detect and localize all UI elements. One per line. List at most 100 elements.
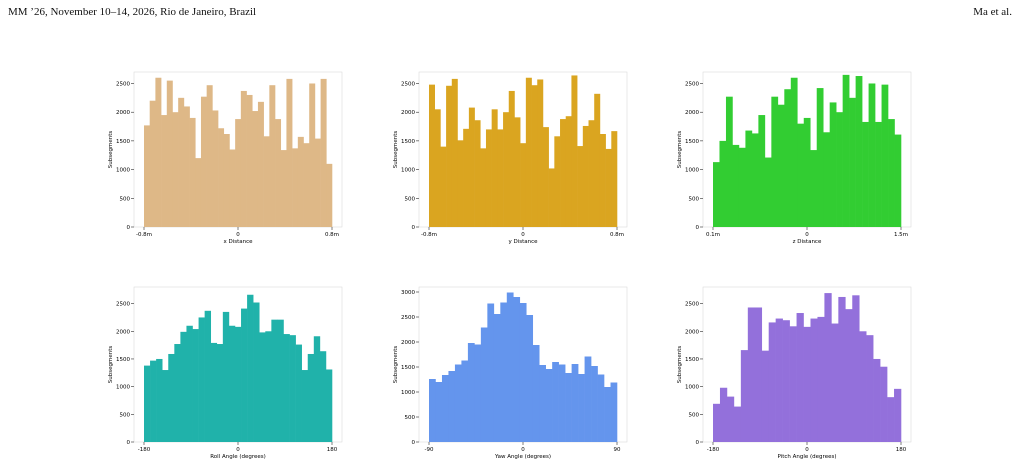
histogram-bar [584, 356, 592, 442]
histogram-bar [467, 343, 475, 442]
histogram-bar [307, 353, 315, 442]
y-tick-label: 1000 [685, 385, 699, 391]
x-tick-label: 180 [896, 447, 907, 453]
histogram-bar [506, 292, 514, 442]
histogram-bar [838, 296, 846, 442]
histogram-bar [289, 335, 296, 442]
histogram-bar [257, 101, 264, 227]
histogram-bar [144, 365, 151, 442]
histogram-bar [440, 146, 447, 227]
histogram-bar [751, 133, 759, 227]
y-tick-label: 1000 [116, 385, 130, 391]
histogram-bar [218, 128, 225, 227]
histogram-bar [259, 332, 266, 442]
histogram-bar [852, 295, 860, 442]
histogram-bar [297, 136, 304, 227]
histogram-bar [497, 129, 504, 227]
histogram-pitch-angle: 0 500 1000 1500 2000 2500 -180 0 180 Pitch Angle … [677, 286, 912, 460]
histogram-x-distance: 0 500 1000 1500 2000 2500 -0.8m 0 0.8m x Distance… [108, 71, 343, 245]
histogram-bar [873, 358, 881, 442]
histogram-bar [803, 326, 811, 442]
histogram-bar [454, 364, 462, 442]
y-tick-label: 1500 [685, 357, 699, 363]
histogram-bar [200, 96, 207, 227]
histogram-bar [292, 148, 299, 227]
y-tick-label: 2500 [116, 302, 130, 308]
histogram-bar [325, 369, 333, 442]
histogram-bar [526, 315, 534, 442]
histogram-bar [319, 351, 327, 442]
histogram-bar [451, 78, 458, 227]
y-axis-label: Subsegments [108, 131, 114, 169]
histogram-bar [810, 150, 818, 227]
histogram-bar [468, 107, 475, 227]
y-tick-label: 2000 [685, 329, 699, 335]
histogram-bar [271, 319, 278, 442]
histogram-bar [320, 78, 327, 227]
x-tick-label: 0 [236, 232, 240, 238]
x-tick-label: 0 [236, 447, 240, 453]
histogram-bar [758, 115, 766, 227]
y-tick-label: 1000 [116, 168, 130, 174]
histogram-bar [599, 134, 606, 227]
histogram-bar [849, 97, 856, 227]
histogram-bar [582, 125, 589, 227]
histogram-bar [719, 140, 727, 227]
histogram-bar [457, 140, 464, 227]
histogram-bar [868, 83, 876, 228]
histogram-bar [591, 366, 598, 442]
y-tick-label: 2500 [401, 315, 415, 321]
y-tick-label: 1000 [685, 168, 699, 174]
x-tick-label: -0.8m [421, 232, 437, 238]
y-tick-label: 2500 [116, 81, 130, 87]
histogram-bar [588, 120, 595, 227]
y-tick-label: 1000 [401, 390, 415, 396]
histogram-bar [240, 90, 247, 227]
histogram-roll-angle: 0 500 1000 1500 2000 2500 -180 0 180 Roll Angle (… [108, 286, 343, 460]
histogram-bar [571, 75, 578, 227]
histogram-bar [150, 360, 157, 442]
histogram-bar [610, 382, 618, 442]
histogram-bar [552, 362, 559, 442]
histogram-bar [500, 302, 508, 442]
histogram-bar [597, 374, 605, 442]
histogram-bar [480, 327, 488, 442]
x-tick-label: 0.1m [706, 232, 720, 238]
histogram-bar [508, 90, 515, 227]
histogram-bar [295, 344, 302, 442]
histogram-bar [558, 364, 566, 442]
y-tick-label: 0 [412, 225, 416, 231]
y-tick-label: 2500 [685, 81, 699, 87]
histogram-bar [446, 85, 453, 228]
histogram-bar [578, 374, 585, 442]
histogram-bar [485, 129, 492, 227]
histogram-bar [525, 77, 532, 227]
histogram-bar [875, 121, 882, 227]
histogram-bar [855, 76, 863, 227]
histogram-bar [234, 326, 242, 442]
histogram-bar [252, 111, 259, 227]
y-tick-label: 0 [127, 225, 131, 231]
histogram-bar [725, 96, 733, 227]
histogram-bar [604, 387, 611, 442]
y-tick-label: 500 [120, 412, 131, 418]
histogram-bar [740, 350, 749, 442]
histogram-bar [733, 406, 742, 442]
histogram-bar [777, 104, 785, 227]
y-axis-label: Subsegments [677, 131, 683, 169]
histogram-bar [204, 310, 212, 442]
histogram-y-distance: 0 500 1000 1500 2000 2500 -0.8m 0 0.8m y Distance… [393, 71, 628, 245]
x-axis-label: x Distance [223, 239, 253, 245]
histogram-bar [161, 115, 168, 227]
histogram-bar [894, 134, 902, 227]
y-tick-label: 500 [405, 415, 416, 421]
histogram-bar [594, 93, 601, 227]
histogram-bar [571, 364, 579, 442]
histogram-bar [719, 387, 728, 442]
histogram-bar [816, 88, 824, 228]
y-tick-label: 2000 [401, 340, 415, 346]
histogram-bar [286, 78, 293, 227]
histogram-bar [144, 125, 150, 227]
histogram-bar [183, 106, 190, 227]
y-tick-label: 1500 [401, 139, 415, 145]
